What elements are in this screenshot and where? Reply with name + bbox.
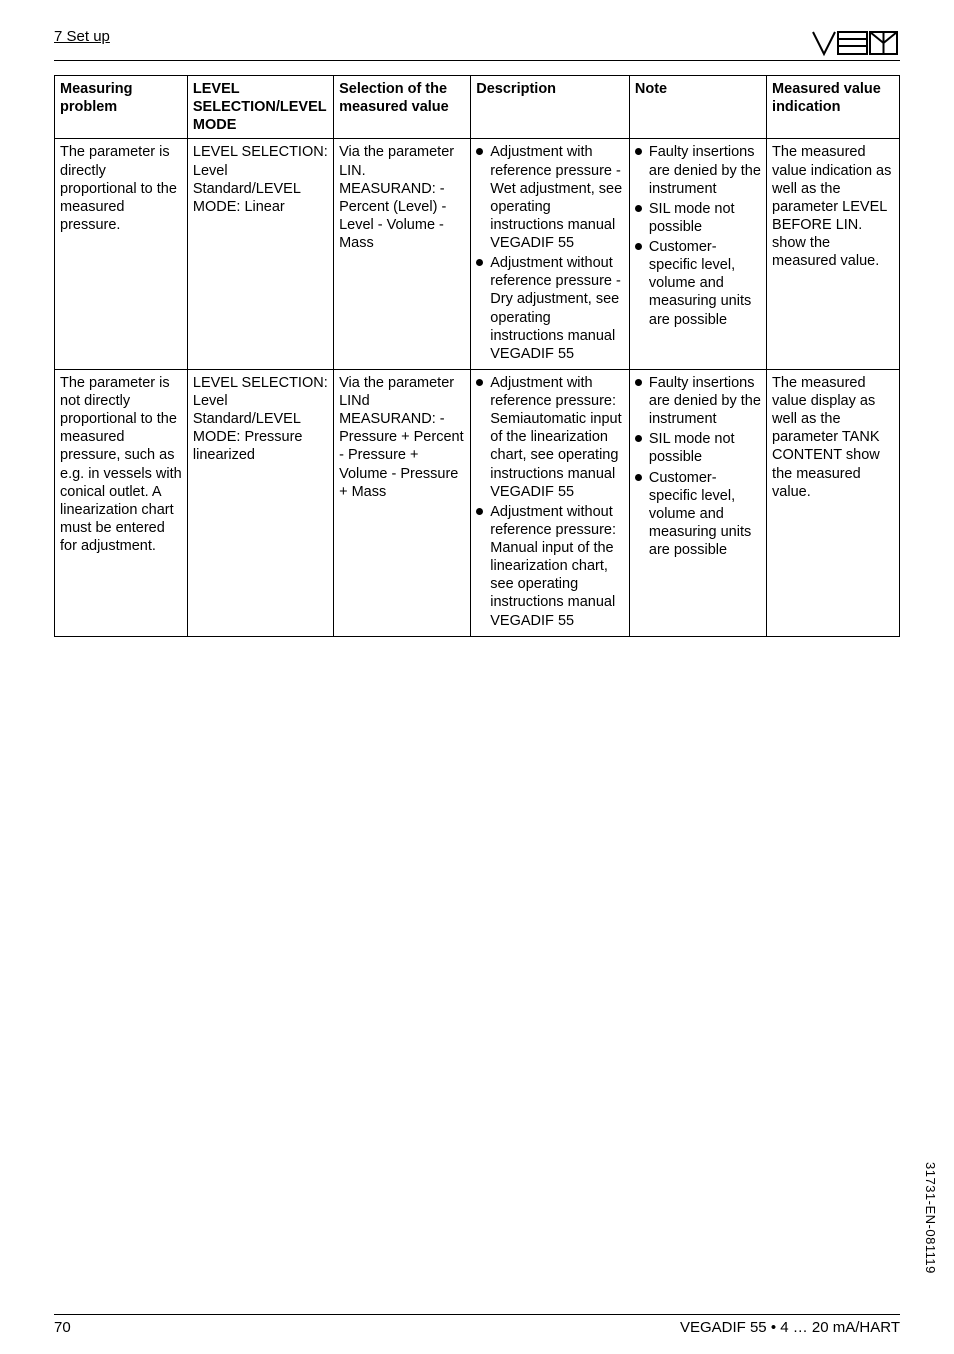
cell-problem: The parameter is not directly proportion… (55, 369, 188, 636)
list-item: Adjustment with reference pressure: Semi… (476, 374, 624, 501)
col-header: Description (471, 76, 630, 139)
cell-indication: The measured value indication as well as… (767, 139, 900, 370)
section-title: 7 Set up (54, 28, 110, 45)
list-item: Adjustment without reference pressure: M… (476, 503, 624, 630)
list-item: SIL mode not possible (635, 200, 761, 236)
list-item: Adjustment with reference pressure - Wet… (476, 143, 624, 252)
page-footer: 70 VEGADIF 55 • 4 … 20 mA/HART (54, 1314, 900, 1336)
col-header: Selection of the measured value (334, 76, 471, 139)
cell-description: Adjustment with reference pressure: Semi… (471, 369, 630, 636)
list-item: Customer-specific level, volume and meas… (635, 238, 761, 329)
cell-note: Faulty insertions are denied by the inst… (629, 139, 766, 370)
cell-problem: The parameter is directly proportional t… (55, 139, 188, 370)
cell-selection: Via the parameter LINd MEASURAND: - Pres… (334, 369, 471, 636)
col-header: LEVEL SELECTION/LEVEL MODE (187, 76, 333, 139)
col-header: Note (629, 76, 766, 139)
page-header: 7 Set up (54, 28, 900, 61)
vega-logo-icon (810, 28, 900, 58)
parameter-table: Measuring problem LEVEL SELECTION/LEVEL … (54, 75, 900, 637)
cell-mode: LEVEL SELECTION: Level Standard/LEVEL MO… (187, 369, 333, 636)
page-number: 70 (54, 1319, 71, 1336)
col-header: Measured value indication (767, 76, 900, 139)
list-item: SIL mode not possible (635, 430, 761, 466)
doc-id-vertical: 31731-EN-081119 (923, 1162, 938, 1274)
table-row: The parameter is directly proportional t… (55, 139, 900, 370)
list-item: Faulty insertions are denied by the inst… (635, 143, 761, 197)
cell-selection: Via the parameter LIN. MEASURAND: - Perc… (334, 139, 471, 370)
cell-mode: LEVEL SELECTION: Level Standard/LEVEL MO… (187, 139, 333, 370)
table-header-row: Measuring problem LEVEL SELECTION/LEVEL … (55, 76, 900, 139)
table-row: The parameter is not directly proportion… (55, 369, 900, 636)
cell-note: Faulty insertions are denied by the inst… (629, 369, 766, 636)
list-item: Faulty insertions are denied by the inst… (635, 374, 761, 428)
list-item: Adjustment without reference pressure - … (476, 254, 624, 363)
cell-indication: The measured value display as well as th… (767, 369, 900, 636)
list-item: Customer-specific level, volume and meas… (635, 469, 761, 560)
cell-description: Adjustment with reference pressure - Wet… (471, 139, 630, 370)
doc-title: VEGADIF 55 • 4 … 20 mA/HART (680, 1319, 900, 1336)
col-header: Measuring problem (55, 76, 188, 139)
